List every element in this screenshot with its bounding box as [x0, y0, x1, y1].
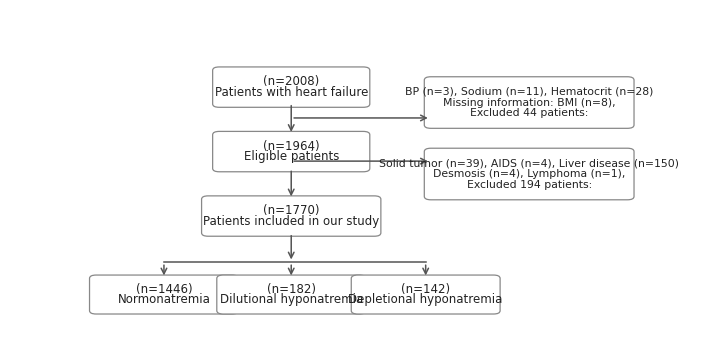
Text: (n=1770): (n=1770) — [263, 204, 319, 217]
FancyBboxPatch shape — [89, 275, 238, 314]
FancyBboxPatch shape — [351, 275, 500, 314]
FancyBboxPatch shape — [213, 131, 370, 172]
FancyBboxPatch shape — [217, 275, 366, 314]
Text: (n=142): (n=142) — [401, 283, 451, 296]
Text: Dilutional hyponatremia: Dilutional hyponatremia — [220, 293, 363, 306]
Text: BP (n=3), Sodium (n=11), Hematocrit (n=28): BP (n=3), Sodium (n=11), Hematocrit (n=2… — [405, 87, 653, 97]
FancyBboxPatch shape — [213, 67, 370, 107]
FancyBboxPatch shape — [424, 148, 634, 200]
Text: (n=1446): (n=1446) — [136, 283, 192, 296]
Text: (n=2008): (n=2008) — [263, 75, 319, 88]
Text: Missing information: BMI (n=8),: Missing information: BMI (n=8), — [443, 98, 615, 107]
Text: Excluded 44 patients:: Excluded 44 patients: — [470, 108, 588, 118]
Text: Eligible patients: Eligible patients — [243, 150, 339, 163]
FancyBboxPatch shape — [201, 196, 381, 236]
Text: Patients with heart failure: Patients with heart failure — [214, 86, 368, 99]
Text: Patients included in our study: Patients included in our study — [203, 215, 379, 228]
Text: Solid tumor (n=39), AIDS (n=4), Liver disease (n=150): Solid tumor (n=39), AIDS (n=4), Liver di… — [379, 158, 679, 169]
Text: (n=1964): (n=1964) — [263, 140, 320, 153]
Text: Desmosis (n=4), Lymphoma (n=1),: Desmosis (n=4), Lymphoma (n=1), — [433, 169, 625, 179]
FancyBboxPatch shape — [424, 77, 634, 128]
Text: (n=182): (n=182) — [267, 283, 316, 296]
Text: Normonatremia: Normonatremia — [118, 293, 211, 306]
Text: Excluded 194 patients:: Excluded 194 patients: — [466, 180, 592, 190]
Text: Depletional hyponatremia: Depletional hyponatremia — [348, 293, 503, 306]
